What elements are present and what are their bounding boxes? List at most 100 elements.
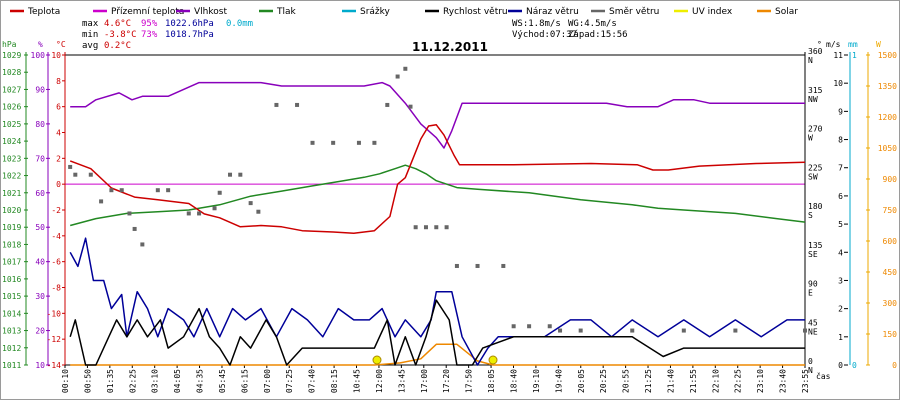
stat-sunrise: Východ:07:37: [512, 30, 577, 40]
x-tick: 04:05: [173, 369, 182, 393]
dir-label-tick: N: [808, 366, 813, 375]
w-tick: 1500: [878, 51, 897, 60]
wind-direction-point: [166, 188, 171, 193]
hpa-tick: 1025: [2, 120, 21, 129]
hum-tick: 80: [35, 120, 45, 129]
wind-direction-point: [403, 66, 408, 71]
wind-direction-point: [140, 242, 145, 247]
hpa-tick: 1026: [2, 103, 21, 112]
dir-degree-tick: 270: [808, 125, 823, 134]
hpa-tick: 1023: [2, 154, 21, 163]
mm-unit: mm: [848, 40, 858, 49]
hpa-tick: 1024: [2, 137, 21, 146]
stat-max-temp: 4.6°C: [104, 19, 131, 29]
stat-min-temp: -3.8°C: [104, 30, 137, 40]
series-wind-speed: [69, 299, 805, 366]
x-tick: 21:40: [666, 369, 675, 393]
wind-direction-point: [186, 211, 191, 216]
hpa-tick: 1022: [2, 172, 21, 181]
x-tick: 13:45: [397, 369, 406, 393]
x-tick: 05:45: [218, 369, 227, 393]
wind-direction-point: [434, 225, 439, 230]
wind-direction-point: [88, 172, 93, 177]
x-tick: 18:40: [509, 369, 518, 393]
temp-tick: -6: [51, 258, 61, 267]
dir-label-tick: N: [808, 56, 813, 65]
dir-degree-tick: 90: [808, 280, 818, 289]
hpa-tick: 1021: [2, 189, 21, 198]
w-tick: 1350: [878, 82, 897, 91]
hpa-tick: 1029: [2, 51, 21, 60]
w-tick: 1200: [878, 113, 897, 122]
dir-label-tick: E: [808, 289, 813, 298]
stat-max-hum: 95%: [141, 19, 158, 29]
ms-tick: 5: [838, 220, 843, 229]
hpa-tick: 1014: [2, 309, 21, 318]
wind-direction-point: [547, 324, 552, 329]
hum-unit: %: [38, 40, 43, 49]
x-tick: 22:25: [734, 369, 743, 393]
ms-tick: 3: [838, 276, 843, 285]
ms-tick: 9: [838, 107, 843, 116]
wind-direction-point: [501, 263, 506, 268]
wind-direction-point: [295, 102, 300, 107]
wind-direction-point: [475, 263, 480, 268]
wind-direction-point: [733, 328, 738, 333]
x-tick: 21:25: [644, 369, 653, 393]
hpa-tick: 1013: [2, 327, 21, 336]
x-tick: 17:50: [465, 369, 474, 393]
ms-tick: 11: [833, 51, 843, 60]
wind-direction-point: [99, 199, 104, 204]
temp-tick: 10: [51, 51, 61, 60]
ms-tick: 1: [838, 333, 843, 342]
hpa-tick: 1020: [2, 206, 21, 215]
x-tick: 19:40: [554, 369, 563, 393]
hum-tick: 50: [35, 223, 45, 232]
hum-tick: 60: [35, 189, 45, 198]
temp-tick: 0: [56, 180, 61, 189]
x-tick: 17:20: [442, 369, 451, 393]
series-solar: [70, 343, 805, 366]
temp-tick: 4: [56, 129, 61, 138]
wind-direction-point: [238, 172, 243, 177]
stat-ws: WS:1.8m/s: [512, 19, 561, 29]
ms-tick: 7: [838, 164, 843, 173]
ms-tick: 8: [838, 136, 843, 145]
x-tick: 19:10: [532, 369, 541, 393]
wind-direction-point: [454, 263, 459, 268]
dir-degree-tick: 315: [808, 86, 823, 95]
w-tick: 750: [883, 206, 898, 215]
hum-tick: 40: [35, 258, 45, 267]
x-tick: 02:25: [128, 369, 137, 393]
hpa-tick: 1012: [2, 344, 21, 353]
hum-tick: 20: [35, 327, 45, 336]
ms-tick: 10: [833, 79, 843, 88]
hum-tick: 70: [35, 154, 45, 163]
x-tick: 04:35: [196, 369, 205, 393]
wind-direction-point: [197, 211, 202, 216]
wind-direction-point: [127, 211, 132, 216]
wind-direction-point: [310, 140, 315, 145]
wind-direction-point: [356, 140, 361, 145]
x-tick: 17:00: [420, 369, 429, 393]
wind-direction-point: [73, 172, 78, 177]
series-pressure: [70, 164, 806, 227]
temp-tick: -14: [47, 361, 62, 370]
legend-label: Vlhkost: [194, 7, 227, 17]
legend-label: Směr větru: [609, 7, 659, 17]
dir-degree-tick: 0: [808, 357, 813, 366]
w-tick: 1050: [878, 144, 897, 153]
wind-direction-point: [803, 328, 807, 333]
wind-direction-point: [578, 328, 583, 333]
x-tick: 07:00: [263, 369, 272, 393]
mm-tick: 1: [852, 51, 857, 60]
w-tick: 600: [883, 237, 898, 246]
wind-direction-point: [274, 102, 279, 107]
dir-degree-tick: 180: [808, 202, 823, 211]
uv-marker: [372, 355, 382, 365]
ms-tick: 2: [838, 305, 843, 314]
hpa-tick: 1018: [2, 240, 21, 249]
temp-tick: -10: [47, 309, 62, 318]
wind-direction-point: [385, 102, 390, 107]
